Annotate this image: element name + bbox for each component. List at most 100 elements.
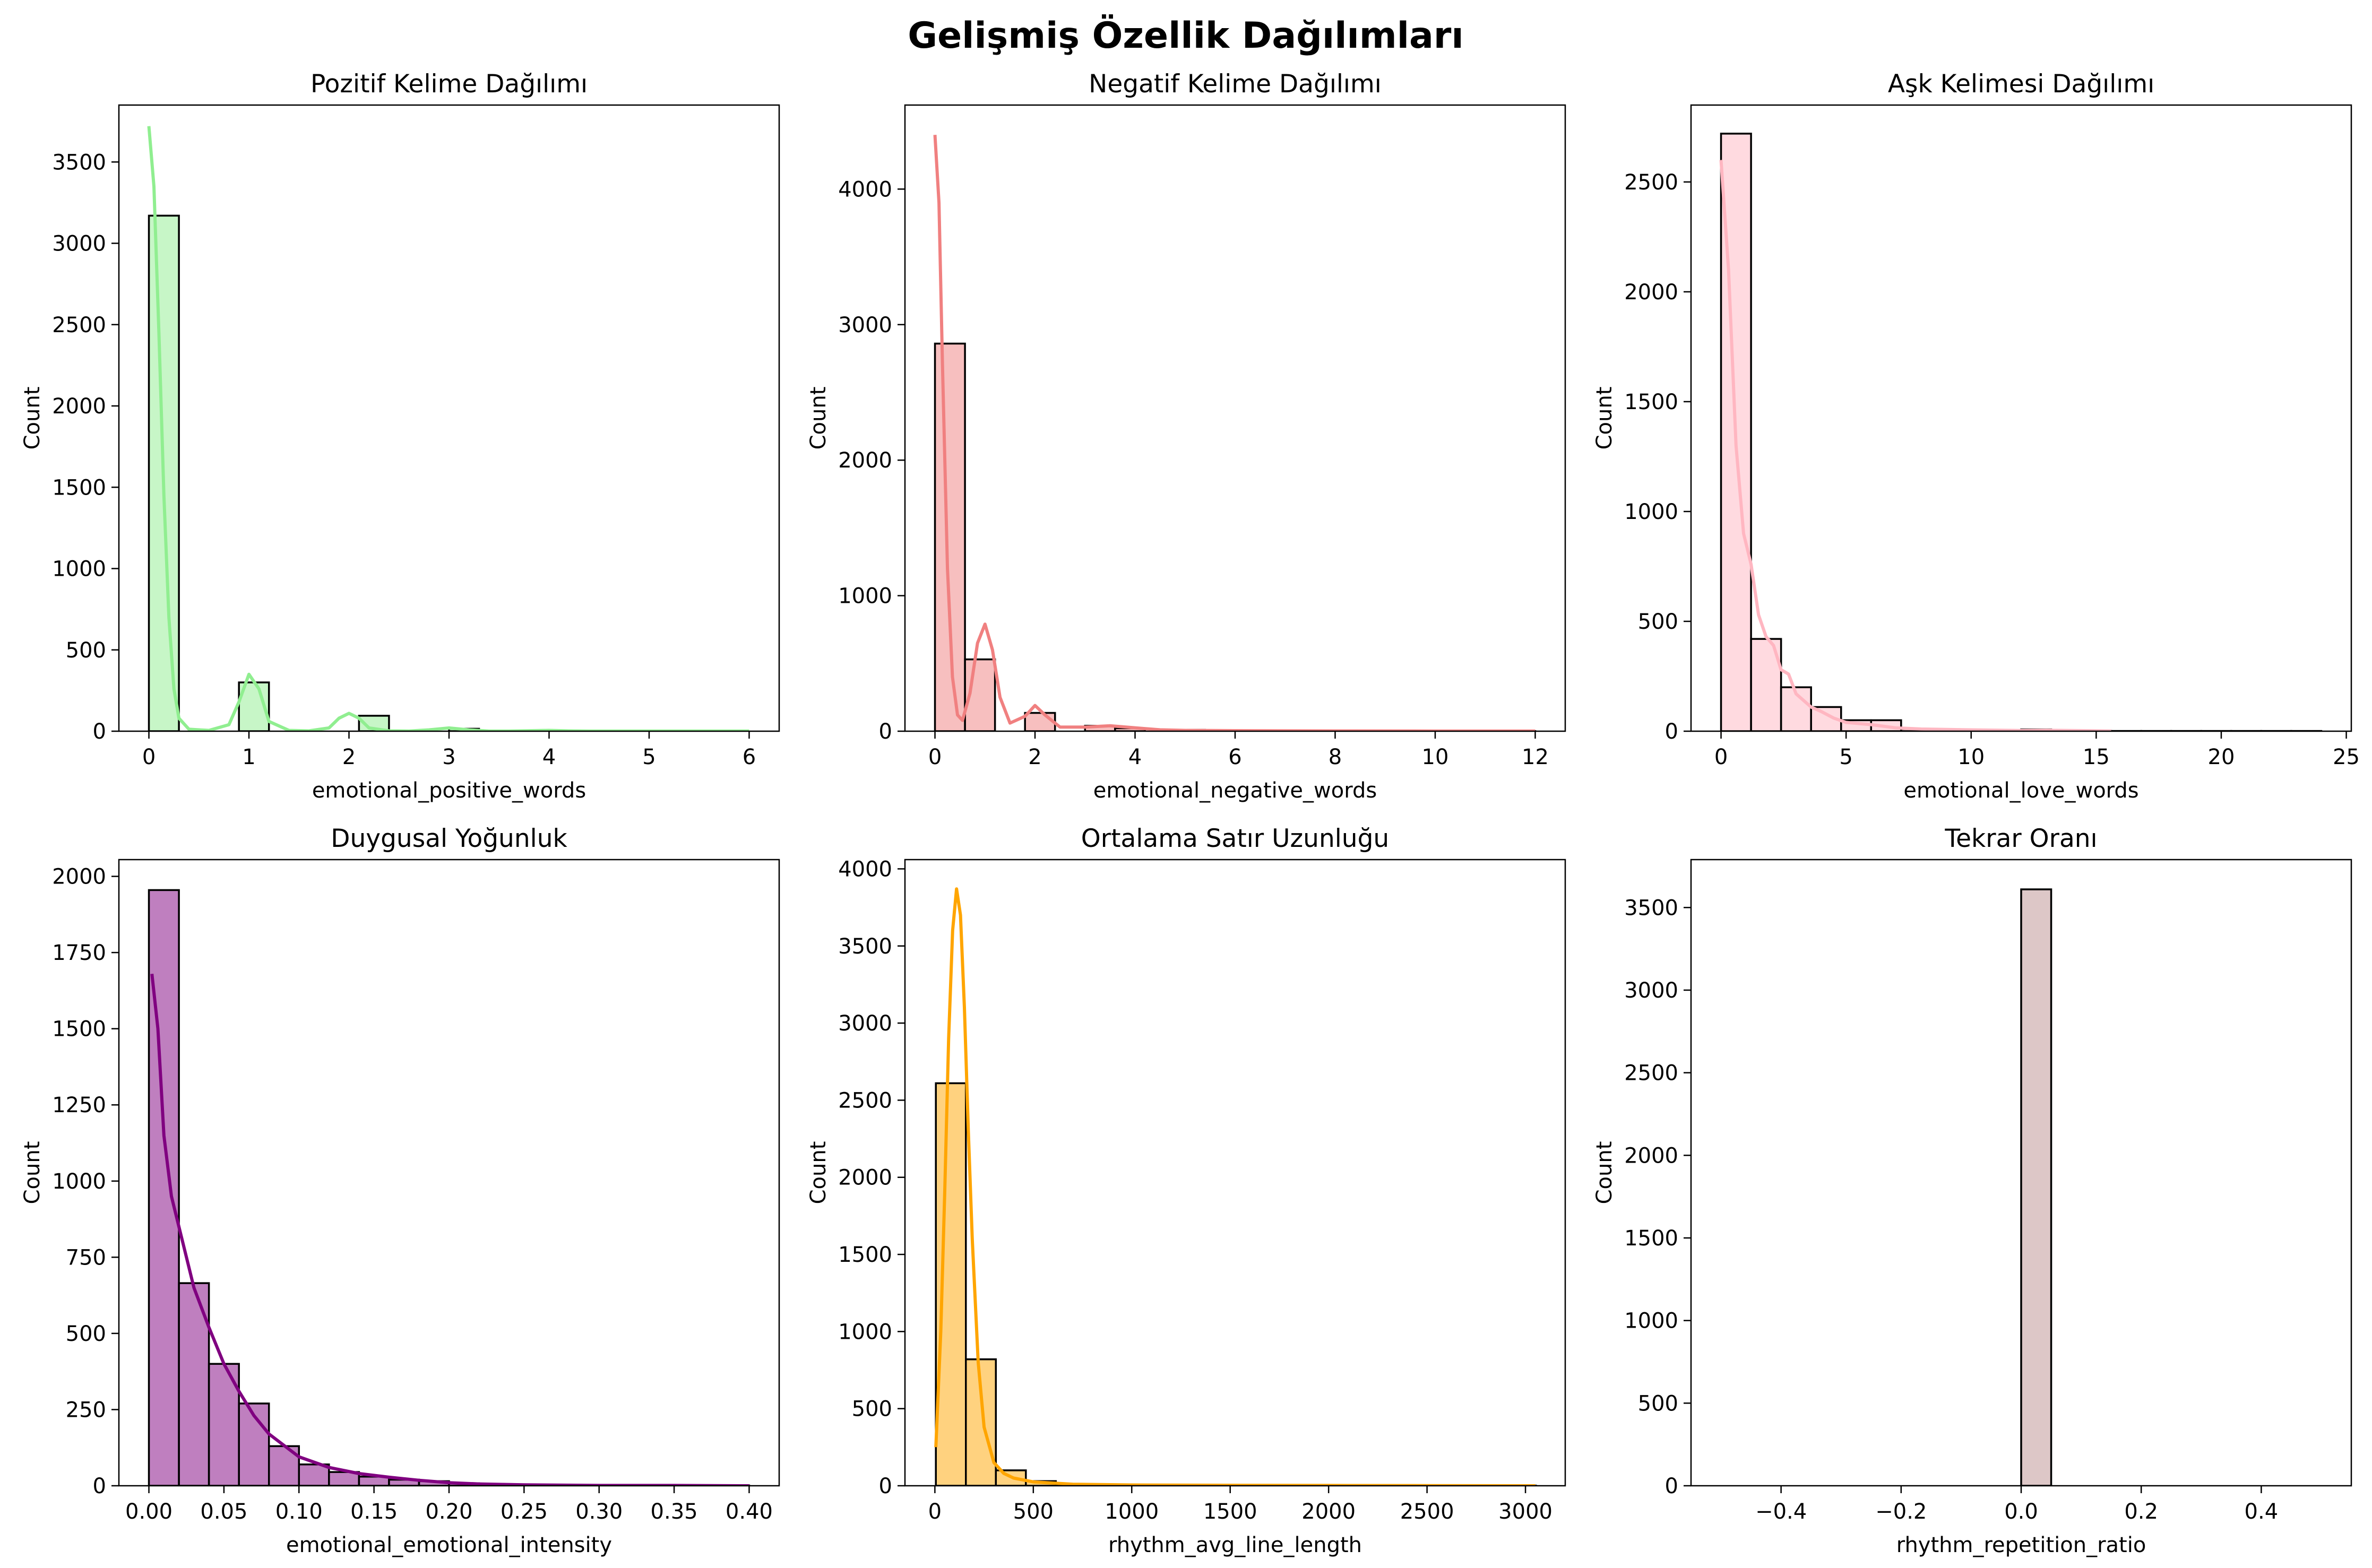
y-tick-label: 1500 [1624, 390, 1678, 414]
y-tick-label: 2000 [838, 1166, 892, 1190]
y-tick-label: 4000 [838, 177, 892, 202]
y-tick-label: 0 [93, 1474, 106, 1498]
axes-frame [904, 859, 1566, 1487]
x-tick-label: 8 [1329, 745, 1342, 769]
y-tick-label: 2000 [52, 865, 106, 889]
subplots-container: 0 1 2 3 4 5 60500100015002000250030003500Pozit… [20, 70, 2360, 1557]
x-tick-label: 2000 [1301, 1500, 1356, 1524]
y-tick-label: 3000 [1624, 978, 1678, 1003]
y-tick-label: 500 [66, 1322, 106, 1346]
x-tick-label: 0.35 [651, 1500, 698, 1524]
axes-frame [904, 104, 1566, 732]
subplot-3: 0 5 10 15 20 25 0 500 1000 1500 2000 2500 Aşk Kelime… [1592, 70, 2360, 803]
y-tick-label: 3500 [838, 934, 892, 959]
y-tick-label: 1000 [52, 1169, 106, 1194]
x-tick-label: 2 [342, 745, 356, 769]
y-axis-label: Count [20, 387, 45, 450]
y-tick-label: 2500 [52, 313, 106, 337]
x-tick-label: 0.20 [425, 1500, 472, 1524]
y-tick-label: 3000 [52, 232, 106, 256]
plot-area [2020, 888, 2052, 1486]
y-axis-label: Count [806, 1141, 831, 1205]
x-tick-label: 6 [743, 745, 756, 769]
y-tick-label: 750 [66, 1245, 106, 1270]
figure-title: Gelişmiş Özellik Dağılımları [908, 14, 1464, 57]
subplot-2: 0 2 4 6 8 10 12 0 1000 2000 3000 4000 Negatif Kelime… [806, 70, 1566, 803]
kde-line [150, 973, 749, 1486]
y-axis-label: Count [806, 387, 831, 450]
x-tick-label: 0 [928, 1500, 942, 1524]
y-tick-label: 1500 [1624, 1226, 1678, 1251]
y-tick-label: 1750 [52, 941, 106, 965]
y-tick-label: 0 [1665, 720, 1678, 744]
x-axis-label: emotional_negative_words [1093, 778, 1377, 803]
x-axis-label: emotional_love_words [1903, 778, 2138, 803]
x-tick-label: 1500 [1203, 1500, 1257, 1524]
histogram-bar [935, 1082, 967, 1486]
y-tick-label: 1000 [838, 584, 892, 609]
y-tick-label: 2500 [1624, 1061, 1678, 1086]
y-tick-label: 0 [879, 720, 892, 744]
x-tick-label: 5 [1839, 745, 1852, 769]
y-tick-label: 0 [879, 1474, 892, 1498]
plot-area [933, 135, 1537, 731]
y-tick-label: 250 [66, 1398, 106, 1422]
x-tick-label: 0 [142, 745, 156, 769]
axes-frame [118, 104, 780, 732]
x-tick-label: 0.15 [350, 1500, 398, 1524]
x-tick-label: 2500 [1400, 1500, 1454, 1524]
x-tick-label: 0.00 [125, 1500, 172, 1524]
y-tick-label: 1000 [838, 1320, 892, 1344]
x-tick-label: −0.4 [1755, 1500, 1807, 1524]
kde-line [147, 126, 749, 731]
x-tick-label: 0.05 [200, 1500, 247, 1524]
subplot-4: 0.00 0.05 0.10 0.15 0.20 0.25 0.30 0.35 0.40 0 250… [20, 824, 780, 1557]
x-tick-label: 0.40 [726, 1500, 773, 1524]
x-tick-label: 10 [1957, 745, 1985, 769]
kde-line [1719, 160, 2111, 731]
plot-area [1719, 133, 2323, 731]
y-tick-label: 2500 [838, 1088, 892, 1113]
x-tick-label: 2 [1028, 745, 1041, 769]
kde-line [934, 887, 1536, 1486]
y-tick-label: 1500 [52, 475, 106, 500]
subplot-title: Negatif Kelime Dağılımı [1089, 70, 1382, 99]
y-tick-label: 0 [1665, 1474, 1678, 1498]
x-axis-label: emotional_emotional_intensity [286, 1533, 612, 1557]
y-tick-label: 0 [93, 720, 106, 744]
x-tick-label: 0.25 [501, 1500, 548, 1524]
x-tick-label: 0 [928, 745, 942, 769]
x-tick-label: 3000 [1498, 1500, 1552, 1524]
x-tick-label: −0.2 [1875, 1500, 1927, 1524]
subplot-title: Aşk Kelimesi Dağılımı [1888, 70, 2154, 99]
x-tick-label: 25 [2333, 745, 2360, 769]
subplot-title: Ortalama Satır Uzunluğu [1081, 824, 1389, 853]
x-axis-label: emotional_positive_words [312, 778, 586, 803]
y-tick-label: 1000 [1624, 500, 1678, 524]
axes-frame [1690, 104, 2352, 732]
x-tick-label: 0.4 [2245, 1500, 2279, 1524]
y-tick-label: 500 [852, 1397, 892, 1422]
x-tick-label: 0.0 [2004, 1500, 2038, 1524]
y-axis-label: Count [1592, 387, 1617, 450]
plot-area [147, 126, 749, 731]
histogram-bar [2020, 888, 2052, 1486]
y-axis-label: Count [20, 1141, 45, 1205]
y-tick-label: 1000 [52, 557, 106, 582]
histogram-bar [148, 889, 180, 1486]
y-tick-label: 3500 [1624, 896, 1678, 920]
subplot-title: Tekrar Oranı [1944, 824, 2097, 853]
x-tick-label: 3 [442, 745, 455, 769]
y-tick-label: 1500 [838, 1243, 892, 1267]
subplot-1: 0 1 2 3 4 5 6 0 500 1000 1500 2000 2500 3000 3500 Pozit… [20, 70, 780, 803]
x-tick-label: 5 [642, 745, 655, 769]
y-tick-label: 3000 [838, 1011, 892, 1036]
plot-area [934, 887, 1537, 1486]
x-tick-label: 0.30 [575, 1500, 623, 1524]
y-tick-label: 500 [66, 638, 106, 663]
y-tick-label: 1250 [52, 1093, 106, 1117]
y-tick-label: 500 [1638, 610, 1678, 634]
kde-line [933, 135, 1536, 731]
y-tick-label: 2000 [1624, 280, 1678, 305]
